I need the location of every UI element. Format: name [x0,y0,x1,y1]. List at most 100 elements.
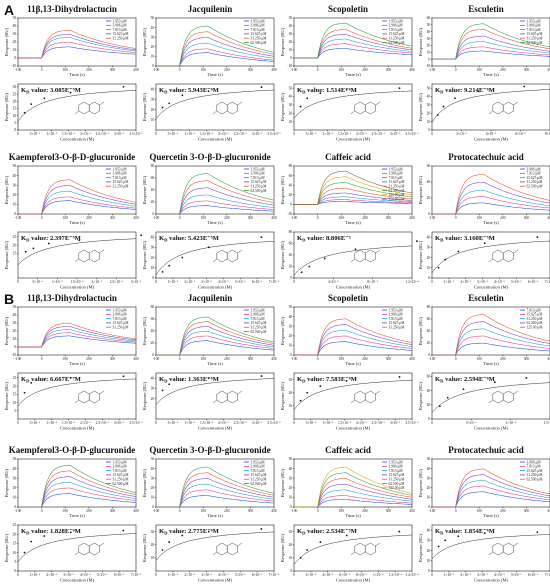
legend-label: 31.250 μM [389,326,406,330]
compound-title: Scopoletin [327,4,368,14]
compound-title: Esculetin [468,293,504,303]
x-tick-label: 5×10⁻⁶ [466,421,477,425]
sensorgram-curve [156,316,275,356]
compound-title: 11β,13-Dihydrolactucin [27,4,117,14]
sensorgram-curve [156,25,275,67]
y-tick-label: 0 [14,212,16,216]
x-axis-label: Concentration (M) [60,578,95,583]
data-point [43,97,46,100]
compound-cell: Scopoletin -10 0 10 20 30 40 50 -100 0 100 200 300 40… [280,4,419,144]
legend-label: 31.250 μM [251,185,268,189]
x-tick-label: 2×10⁻⁵ [460,573,471,577]
x-tick-label: 5×10⁻⁵ [235,280,246,284]
y-tick-label: 10 [13,551,17,555]
legend-label: 3.906 μM [527,167,542,171]
legend-label: 62.500 μM [251,482,268,486]
x-tick-label: 2×10⁻⁵ [356,421,367,425]
y-tick-label: -10 [425,64,430,68]
x-tick-label: 300 [524,357,530,361]
x-tick-label: 1.5×10⁻⁵ [200,421,214,425]
x-tick-label: 200 [86,357,92,361]
x-tick-label: 400 [271,509,277,513]
legend-label: 15.625 μM [389,32,406,36]
x-tick-label: 0 [17,421,19,425]
y-axis-label: Response (RU) [418,468,423,497]
y-tick-label: 40 [427,389,431,393]
ring [502,390,514,404]
plot-frame [155,231,275,279]
sensorgram-curve [156,466,275,508]
compound-title: Protocatechuic acid [448,445,524,455]
sensorgram-curve [432,328,550,356]
y-tick-label: 10 [151,118,155,122]
y-tick-label: 20 [427,341,431,345]
data-point [161,549,164,551]
ring [216,249,228,263]
x-tick-label: 1.5×10⁻⁵ [70,280,84,284]
affinity-plot: 10 20 30 40 0 5×10⁻⁶ 1×10⁻⁵ 1.5×10⁻⁵ 2×10⁻⁵ 2.5×1… [142,83,281,142]
y-axis-label: Response (RU) [418,533,423,562]
legend-label: 62.500 μM [527,321,544,325]
y-tick-label: 20 [13,329,17,333]
affinity-plot: 0 10 20 30 40 0 1×10⁻⁵ 2×10⁻⁵ 3×10⁻⁵ 4×10⁻⁵ 5×10⁻⁵… [418,524,550,583]
x-tick-label: 100 [339,216,345,220]
y-tick-label: -20 [287,212,292,216]
y-tick-label: 40 [289,467,293,471]
sensorgram-curve [432,314,550,356]
x-tick-label: -100 [291,509,298,513]
data-point [260,236,263,239]
y-tick-label: 30 [151,476,155,480]
y-tick-label: -10 [11,353,16,357]
y-tick-label: 20 [151,200,155,204]
x-tick-label: 2×10⁻⁵ [91,280,102,284]
molecule-structure [212,101,243,115]
y-tick-label: 0 [14,345,16,349]
x-tick-label: 1×10⁻⁵ [505,421,516,425]
plot-frame [431,372,550,420]
y-tick-label: 0 [428,417,430,421]
data-point [69,531,72,534]
data-point [444,539,447,542]
y-axis-label: Response (RU) [280,92,285,121]
y-tick-label: 10 [13,496,17,500]
y-tick-label: 0 [428,212,430,216]
x-tick-label: 400 [271,216,277,220]
data-point [32,247,35,250]
x-tick-label: 300 [110,509,116,513]
x-axis-label: Time (s) [483,72,499,77]
fit-curve [17,378,137,407]
data-point [299,556,302,559]
x-tick-label: -100 [153,216,160,220]
compound-title: 11β,13-Dihydrolactucin [27,293,117,303]
data-point [525,377,528,379]
y-tick-label: 20 [151,256,155,260]
bond [375,542,381,547]
x-tick-label: 2.5×10⁻⁵ [372,132,386,136]
y-tick-label: 5 [14,409,16,413]
y-tick-label: 25 [13,235,17,239]
y-tick-label: 0 [428,276,430,280]
legend-label: 31.250 μM [113,478,130,482]
data-point [437,545,440,548]
y-tick-label: 20 [289,193,293,197]
y-tick-label: 40 [13,467,17,471]
y-tick-label: 30 [13,85,17,89]
kd-value-label: KD value: 2.534E⁻⁵M [297,528,358,535]
x-tick-label: 0 [293,573,295,577]
legend-label: 15.625 μM [527,32,544,36]
data-point [78,239,81,242]
y-tick-label: 10 [289,120,293,124]
data-point [207,246,210,249]
affinity-plot: 0 5 10 15 20 25 0 1×10⁻⁵ 2×10⁻⁵ 3×10⁻⁵ 4×10⁻⁵ 5×10⁻… [4,523,142,583]
x-tick-label: -100 [291,68,298,72]
data-point [398,376,401,378]
x-tick-label: 2×10⁻⁵ [184,573,195,577]
x-axis-label: Concentration (M) [198,426,233,431]
x-tick-label: 1×10⁻⁵ [52,280,63,284]
y-tick-label: 15 [13,252,17,256]
legend-label: 62.500 μM [527,185,544,189]
x-axis-label: Time (s) [207,513,223,518]
x-tick-label: 300 [248,357,254,361]
